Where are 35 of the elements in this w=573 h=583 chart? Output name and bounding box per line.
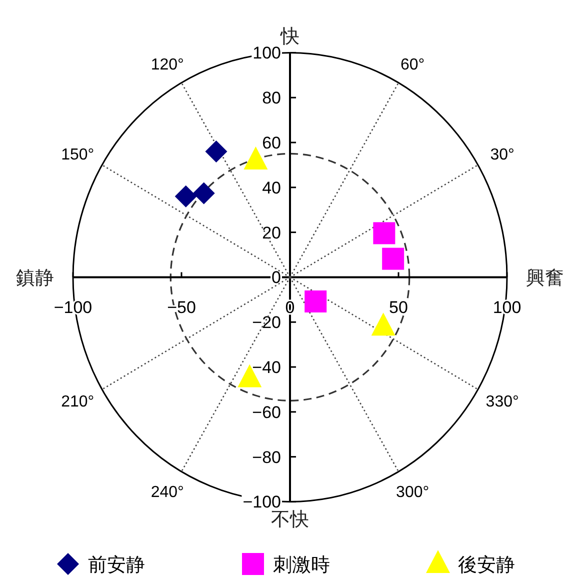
y-tick-label: −60: [252, 402, 281, 422]
x-tick-label: 50: [389, 298, 408, 318]
text: 鎮静: [16, 268, 54, 290]
y-tick-label: −20: [252, 313, 281, 332]
legend-label: 刺激時: [273, 555, 330, 576]
point: [174, 185, 197, 208]
annotation: 240°: [150, 484, 184, 502]
y-tick-label: 0: [272, 268, 281, 288]
y-tick-label: −40: [252, 358, 281, 377]
y-tick-label: −80: [252, 448, 281, 467]
point: [304, 290, 327, 312]
y-tick-label: 80: [262, 88, 281, 108]
annotation: 300°: [396, 484, 430, 502]
annotation: 150°: [61, 146, 94, 164]
y-tick-label: 20: [262, 223, 281, 242]
annotation: 210°: [61, 394, 94, 411]
text: 快: [280, 26, 300, 48]
y-tick-label: 100: [252, 44, 281, 63]
annotation: 30°: [490, 146, 514, 164]
y-tick-label: 60: [262, 134, 281, 152]
point: [382, 248, 404, 270]
annotation: 120°: [150, 56, 184, 74]
annotation: 60°: [400, 56, 425, 74]
point: [373, 222, 396, 244]
y-tick-label: 40: [262, 178, 281, 198]
point: [192, 182, 215, 204]
point: [371, 312, 396, 336]
annotation: 330°: [486, 394, 519, 411]
x-tick-label: −50: [167, 298, 196, 318]
text: 不快: [271, 510, 309, 531]
legend-label: 後安静: [458, 554, 515, 576]
legend-label: 前安静: [88, 554, 145, 576]
text: 興奮: [526, 268, 564, 290]
point: [205, 140, 228, 162]
y-tick-label: −100: [242, 492, 281, 512]
